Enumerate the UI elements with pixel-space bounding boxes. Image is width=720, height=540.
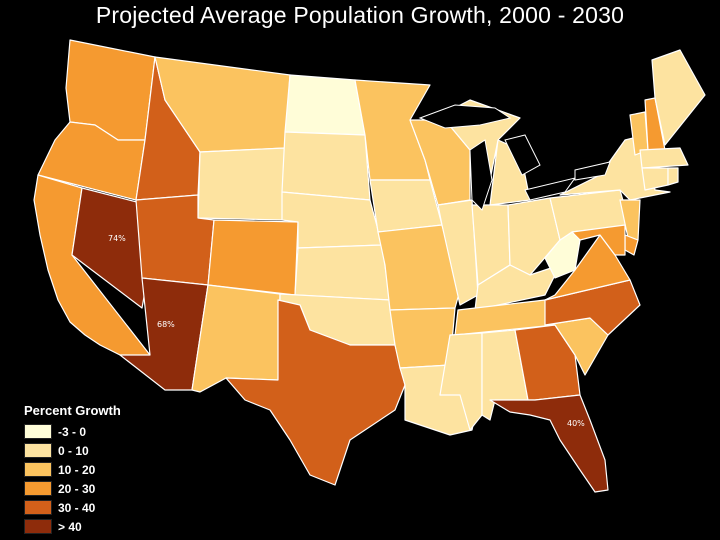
state-AR[interactable] [389,307,456,369]
state-SD[interactable] [281,131,371,201]
state-CO[interactable] [207,219,299,296]
legend-swatch [24,443,52,458]
legend-swatch [24,519,52,534]
lake-michigan [469,139,493,211]
legend-title: Percent Growth [24,403,121,418]
legend-item: 30 - 40 [24,498,184,517]
map-svg: 74% 68% 40% [33,39,706,493]
state-FL[interactable] [489,394,609,493]
lake-erie [524,177,577,201]
state-KS[interactable] [294,244,391,301]
state-MD[interactable] [571,224,626,256]
state-IA[interactable] [369,179,443,233]
lake-superior [418,104,512,129]
legend: Percent Growth -3 - 0 0 - 10 10 - 20 20 … [24,402,184,538]
legend-swatch [24,424,52,439]
state-IL[interactable] [437,199,479,306]
legend-item: 10 - 20 [24,460,184,479]
legend-swatch [24,462,52,477]
us-map: 74% 68% 40% [0,30,720,540]
state-CA[interactable] [33,174,151,361]
legend-swatch [24,500,52,515]
legend-label: 30 - 40 [58,500,96,515]
legend-label: 0 - 10 [58,443,89,458]
legend-label: > 40 [58,519,82,534]
legend-item: 20 - 30 [24,479,184,498]
legend-swatch [24,481,52,496]
state-TX[interactable] [225,299,406,486]
state-ND[interactable] [284,74,366,136]
legend-label: 10 - 20 [58,462,96,477]
florida-growth-label: 40% [567,419,585,428]
lake-huron [504,134,541,176]
nevada-growth-label: 74% [108,234,126,243]
state-WY[interactable] [197,147,286,221]
lake-ontario [574,161,611,181]
legend-item: 0 - 10 [24,441,184,460]
legend-item: -3 - 0 [24,422,184,441]
state-NM[interactable] [191,284,281,393]
legend-label: -3 - 0 [58,424,87,439]
map-title: Projected Average Population Growth, 200… [95,2,625,28]
legend-item: > 40 [24,517,184,536]
arizona-growth-label: 68% [157,320,175,329]
legend-label: 20 - 30 [58,481,96,496]
state-MA[interactable] [639,147,689,169]
state-RI[interactable] [667,167,679,186]
state-CT[interactable] [641,167,669,191]
state-ME[interactable] [651,49,706,146]
